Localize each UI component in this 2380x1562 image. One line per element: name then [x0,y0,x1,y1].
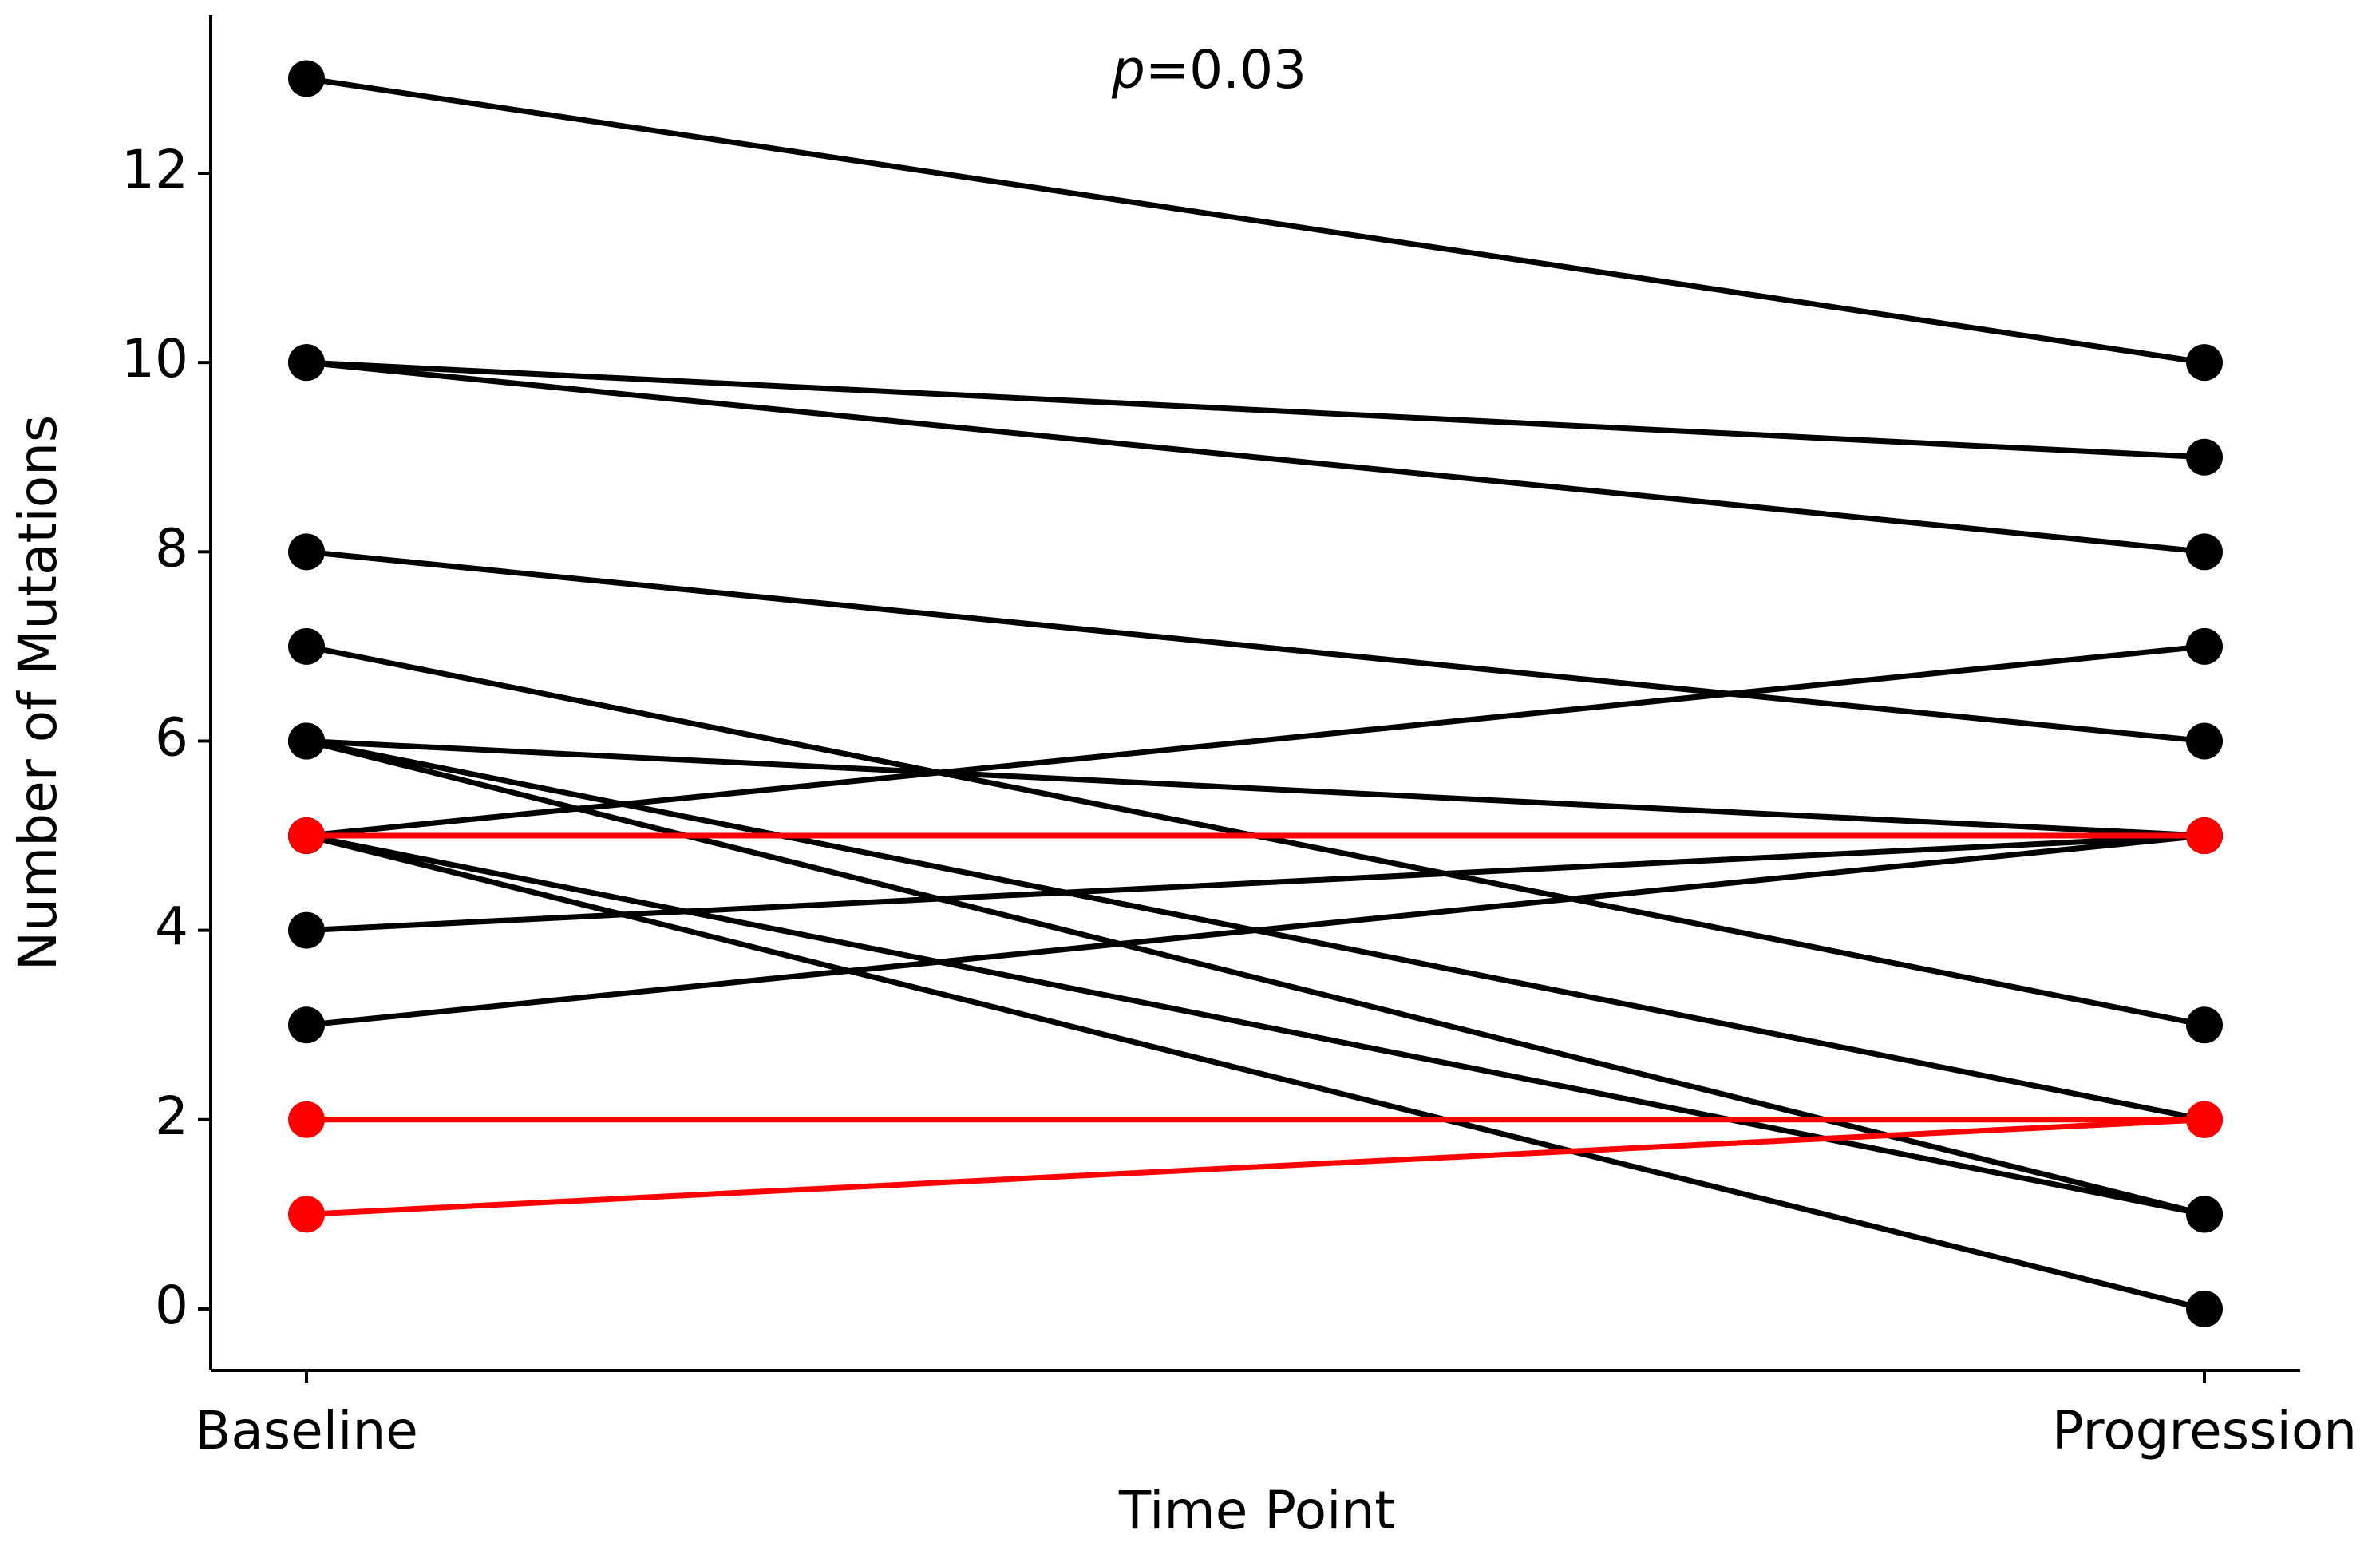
y-tick-label: 2 [155,1085,188,1147]
series-line [306,832,2205,1217]
y-tick-label: 0 [155,1275,188,1336]
point [288,1196,325,1233]
point [2186,438,2223,476]
series-line [306,738,2205,1217]
series-line [306,643,2205,839]
series-line [306,548,2205,744]
point [2186,817,2223,855]
point [2186,627,2223,665]
point [2186,1290,2223,1327]
point [288,1101,325,1138]
series-line [306,738,2205,839]
y-tick-label: 4 [155,896,188,958]
point [2186,344,2223,382]
point [2186,1101,2223,1138]
point [288,817,325,855]
point [288,627,325,665]
point [288,722,325,760]
x-axis-label: Time Point [1118,1480,1395,1541]
point [288,1006,325,1044]
y-tick-label: 12 [121,139,188,200]
y-axis-label: Number of Mutations [7,415,69,971]
point [2186,722,2223,760]
point [288,344,325,382]
point [2186,1196,2223,1233]
series-line [306,75,2205,366]
point [288,911,325,949]
series-line [306,1117,2205,1217]
annotation: p=0.03 [1111,39,1307,101]
series-line [306,832,2205,1312]
x-tick-label: Baseline [195,1400,418,1461]
y-tick-label: 6 [155,707,188,769]
point [288,60,325,97]
series-line [306,832,2205,1028]
series-line [306,359,2205,555]
series-line [306,359,2205,461]
point [2186,533,2223,571]
y-tick-label: 10 [121,328,188,390]
y-tick-label: 8 [155,517,188,579]
point [2186,1006,2223,1044]
point [288,533,325,571]
series-line [306,832,2205,934]
x-tick-label: Progression [2052,1400,2357,1461]
